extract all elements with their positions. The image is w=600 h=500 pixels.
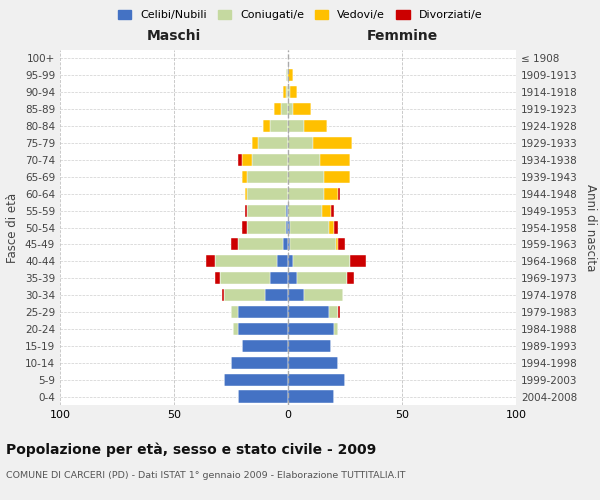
Bar [283, 238, 288, 250]
Bar [242, 222, 247, 234]
Bar [270, 120, 288, 132]
Bar [290, 222, 329, 234]
Bar [245, 204, 247, 216]
Bar [288, 222, 290, 234]
Bar [238, 390, 288, 402]
Bar [338, 238, 345, 250]
Bar [322, 204, 331, 216]
Text: COMUNE DI CARCERI (PD) - Dati ISTAT 1° gennaio 2009 - Elaborazione TUTTITALIA.IT: COMUNE DI CARCERI (PD) - Dati ISTAT 1° g… [6, 471, 406, 480]
Bar [206, 255, 215, 268]
Bar [286, 70, 288, 82]
Bar [288, 390, 334, 402]
Bar [288, 356, 338, 369]
Bar [251, 137, 259, 149]
Bar [334, 222, 338, 234]
Bar [245, 188, 247, 200]
Bar [286, 204, 288, 216]
Bar [215, 272, 220, 284]
Bar [304, 120, 327, 132]
Bar [288, 306, 329, 318]
Bar [325, 170, 350, 183]
Bar [347, 272, 354, 284]
Bar [290, 238, 336, 250]
Bar [263, 120, 270, 132]
Bar [242, 154, 251, 166]
Bar [288, 154, 320, 166]
Bar [320, 154, 350, 166]
Y-axis label: Anni di nascita: Anni di nascita [584, 184, 597, 271]
Bar [238, 238, 283, 250]
Bar [247, 222, 286, 234]
Bar [288, 170, 325, 183]
Bar [304, 289, 343, 301]
Bar [288, 188, 325, 200]
Bar [288, 272, 297, 284]
Bar [288, 238, 290, 250]
Bar [247, 170, 288, 183]
Bar [222, 289, 224, 301]
Y-axis label: Fasce di età: Fasce di età [7, 192, 19, 262]
Bar [288, 137, 313, 149]
Bar [231, 238, 238, 250]
Bar [336, 238, 338, 250]
Bar [293, 255, 350, 268]
Bar [242, 340, 288, 352]
Bar [338, 306, 340, 318]
Bar [338, 188, 340, 200]
Text: Maschi: Maschi [147, 29, 201, 43]
Text: Femmine: Femmine [367, 29, 437, 43]
Legend: Celibi/Nubili, Coniugati/e, Vedovi/e, Divorziati/e: Celibi/Nubili, Coniugati/e, Vedovi/e, Di… [113, 6, 487, 25]
Bar [293, 103, 311, 116]
Bar [288, 204, 322, 216]
Bar [238, 154, 242, 166]
Bar [350, 255, 365, 268]
Bar [270, 272, 288, 284]
Bar [288, 70, 293, 82]
Bar [297, 272, 347, 284]
Bar [329, 306, 338, 318]
Bar [247, 188, 288, 200]
Bar [281, 103, 288, 116]
Bar [288, 340, 331, 352]
Bar [313, 137, 352, 149]
Bar [215, 255, 277, 268]
Bar [286, 86, 288, 99]
Bar [288, 289, 304, 301]
Bar [288, 323, 334, 335]
Bar [238, 323, 288, 335]
Bar [231, 306, 238, 318]
Bar [283, 86, 286, 99]
Bar [233, 323, 238, 335]
Bar [238, 306, 288, 318]
Bar [277, 255, 288, 268]
Bar [288, 86, 290, 99]
Bar [274, 103, 281, 116]
Bar [288, 255, 293, 268]
Bar [224, 289, 265, 301]
Bar [265, 289, 288, 301]
Bar [329, 222, 334, 234]
Bar [331, 204, 334, 216]
Bar [247, 204, 286, 216]
Bar [325, 188, 338, 200]
Bar [286, 222, 288, 234]
Bar [231, 356, 288, 369]
Bar [334, 323, 338, 335]
Bar [288, 374, 345, 386]
Bar [288, 103, 293, 116]
Bar [251, 154, 288, 166]
Bar [259, 137, 288, 149]
Text: Popolazione per età, sesso e stato civile - 2009: Popolazione per età, sesso e stato civil… [6, 442, 376, 457]
Bar [220, 272, 270, 284]
Bar [242, 170, 247, 183]
Bar [224, 374, 288, 386]
Bar [288, 120, 304, 132]
Bar [290, 86, 297, 99]
